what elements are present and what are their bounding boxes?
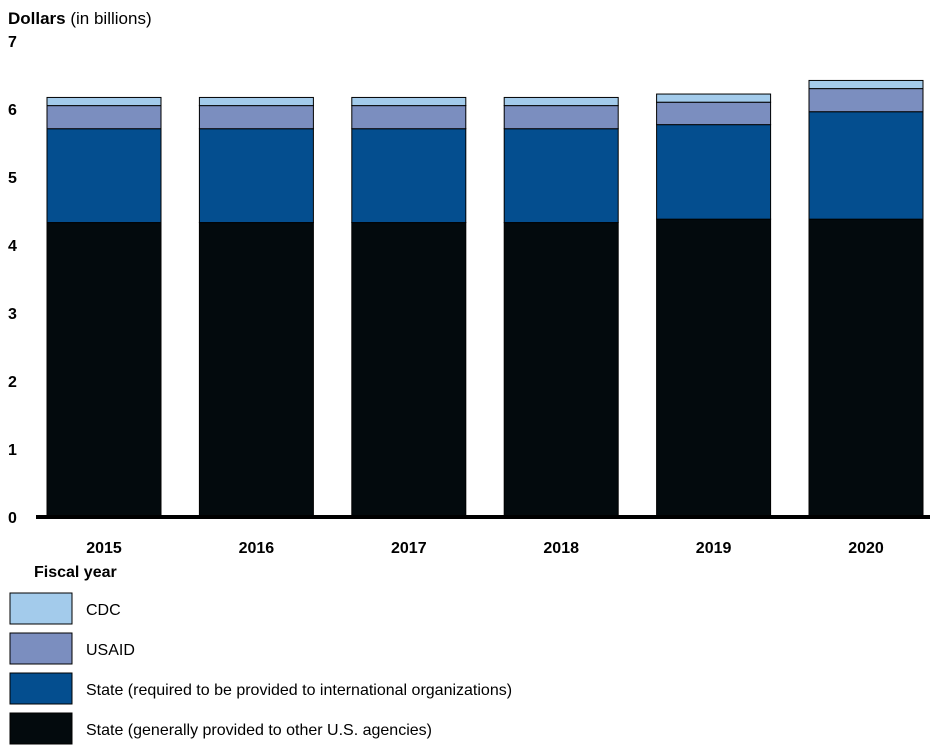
- x-tick-label: 2015: [86, 540, 122, 557]
- bar-segment: [198, 222, 314, 518]
- legend-label: State (generally provided to other U.S. …: [86, 722, 432, 739]
- y-tick-label: 0: [8, 510, 17, 527]
- x-tick-label: 2018: [543, 540, 579, 557]
- bar-segment: [808, 79, 924, 90]
- bar-segment: [503, 105, 619, 130]
- y-axis-title-unit: (in billions): [66, 9, 152, 28]
- bar-segment: [503, 96, 619, 107]
- bar-segment: [351, 105, 467, 130]
- bar-segment: [656, 218, 772, 518]
- y-axis-title: Dollars (in billions): [8, 9, 152, 28]
- bar-segment: [198, 96, 314, 107]
- y-tick-label: 5: [8, 170, 17, 187]
- bar-segment: [351, 128, 467, 224]
- bars: [46, 79, 924, 518]
- bar-segment: [46, 96, 162, 107]
- x-tick-label: 2017: [391, 540, 427, 557]
- bar-segment: [503, 128, 619, 224]
- bar-segment: [198, 128, 314, 224]
- bar-segment: [503, 222, 619, 518]
- x-tick-label: 2019: [696, 540, 732, 557]
- bar-segment: [808, 111, 924, 220]
- bar-segment: [656, 101, 772, 126]
- bar-segment: [351, 96, 467, 107]
- x-tick-label: 2020: [848, 540, 884, 557]
- legend-label: CDC: [86, 602, 121, 619]
- bar-segment: [351, 222, 467, 518]
- bar-segment: [656, 93, 772, 103]
- legend-swatch: [9, 632, 73, 665]
- y-tick-label: 7: [8, 34, 17, 51]
- x-axis-ticks: 2015 2016 2017 2018 2019 2020: [86, 540, 884, 557]
- bar-segment: [198, 105, 314, 130]
- bar-segment: [46, 105, 162, 130]
- legend-label: USAID: [86, 642, 135, 659]
- x-tick-label: 2016: [239, 540, 275, 557]
- y-tick-label: 4: [8, 238, 17, 255]
- bar-segment: [46, 128, 162, 224]
- legend-swatch: [9, 672, 73, 705]
- bar-segment: [46, 222, 162, 518]
- y-axis-ticks: 0 1 2 3 4 5 6 7: [8, 34, 17, 527]
- y-tick-label: 3: [8, 306, 17, 323]
- y-axis-title-bold: Dollars: [8, 9, 66, 28]
- legend-label: State (required to be provided to intern…: [86, 682, 512, 699]
- y-tick-label: 6: [8, 102, 17, 119]
- bar-segment: [808, 88, 924, 113]
- x-axis-title: Fiscal year: [34, 564, 117, 581]
- legend: CDC USAID State (required to be provided t…: [9, 592, 512, 745]
- bar-segment: [656, 124, 772, 220]
- y-tick-label: 2: [8, 374, 17, 391]
- legend-swatch: [9, 712, 73, 745]
- y-tick-label: 1: [8, 442, 17, 459]
- legend-swatch: [9, 592, 73, 625]
- bar-segment: [808, 218, 924, 518]
